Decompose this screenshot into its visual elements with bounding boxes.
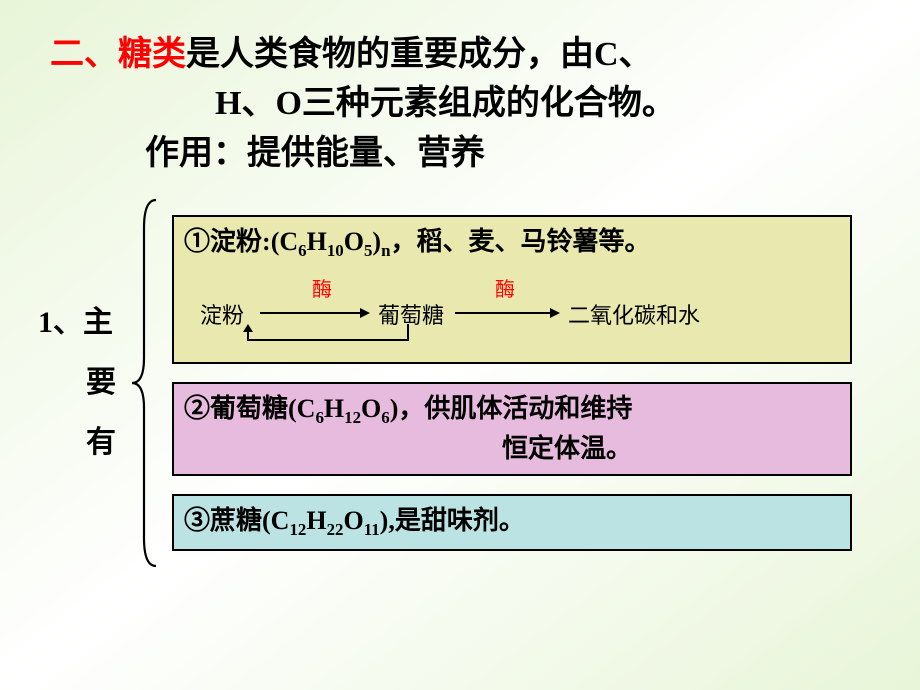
section-heading: 二、糖类是人类食物的重要成分，由C、 H、O三种元素组成的化合物。 作用：提供能…: [0, 0, 920, 188]
box2-close: )，: [390, 394, 425, 423]
box-glucose: ②葡萄糖(C6H12O6)，供肌体活动和维持 恒定体温。: [172, 382, 852, 476]
box1-f-suf1: ): [372, 227, 381, 256]
box1-m1: H: [307, 227, 327, 256]
box3-m1: H: [306, 506, 326, 535]
box3-rest: 是甜味剂。: [395, 506, 525, 535]
heading-prefix: 二、: [50, 36, 118, 73]
side-label-line3: 有: [38, 413, 130, 473]
box2-m1: H: [324, 394, 344, 423]
heading-line1-rest: 是人类食物的重要成分，由C、: [186, 36, 653, 73]
box2-num: ②: [184, 394, 210, 423]
curly-brace: [130, 198, 160, 568]
box3-s1: 12: [289, 520, 306, 539]
box2-s3: 6: [381, 408, 389, 427]
box1-m2: O: [344, 227, 364, 256]
box1-s2: 10: [327, 241, 344, 260]
side-label: 1、主 要 有: [30, 293, 130, 473]
box2-m2: O: [361, 394, 381, 423]
heading-line3: 作用：提供能量、营养: [50, 129, 870, 178]
box3-label: 蔗糖(C: [210, 506, 289, 535]
box3-close: ),: [380, 506, 395, 535]
reaction-diagram: 淀粉 酶 葡萄糖 酶 二氧化碳和水: [200, 272, 840, 354]
box3-s2: 22: [327, 520, 344, 539]
box2-s2: 12: [344, 408, 361, 427]
box-starch: ①淀粉:(C6H10O5)n，稻、麦、马铃薯等。 淀粉 酶 葡萄糖 酶 二氧化碳…: [172, 215, 852, 364]
side-label-line1: 1、主: [38, 293, 130, 353]
box1-label: 淀粉:: [210, 227, 271, 256]
box2-s1: 6: [315, 408, 323, 427]
box1-rest: ，稻、麦、马铃薯等。: [390, 227, 650, 256]
box3-m2: O: [343, 506, 363, 535]
dg-enzyme-2: 酶: [495, 276, 515, 305]
box2-rest2: 恒定体温。: [184, 430, 840, 468]
content-row: 1、主 要 有 ①淀粉:(C6H10O5)n，稻、麦、马铃薯等。 淀粉 酶 葡萄…: [0, 188, 920, 568]
box2-label: 葡萄糖(C: [210, 394, 315, 423]
box3-s3: 11: [364, 520, 380, 539]
arrow-1-icon: [260, 306, 370, 320]
box1-s1: 6: [298, 241, 306, 260]
side-label-line2: 要: [38, 353, 130, 413]
box2-rest1: 供肌体活动和维持: [424, 394, 632, 423]
heading-keyword: 糖类: [118, 36, 186, 73]
dg-node-co2h2o: 二氧化碳和水: [568, 300, 700, 332]
box1-f-pre: (C: [271, 227, 298, 256]
boxes-container: ①淀粉:(C6H10O5)n，稻、麦、马铃薯等。 淀粉 酶 葡萄糖 酶 二氧化碳…: [172, 215, 852, 551]
arrow-feedback-icon: [238, 324, 413, 350]
dg-enzyme-1: 酶: [312, 276, 332, 305]
arrow-2-icon: [455, 306, 560, 320]
heading-line2: H、O三种元素组成的化合物。: [50, 79, 870, 128]
box-sucrose: ③蔗糖(C12H22O11),是甜味剂。: [172, 494, 852, 551]
box1-num: ①: [184, 227, 210, 256]
box3-num: ③: [184, 506, 210, 535]
